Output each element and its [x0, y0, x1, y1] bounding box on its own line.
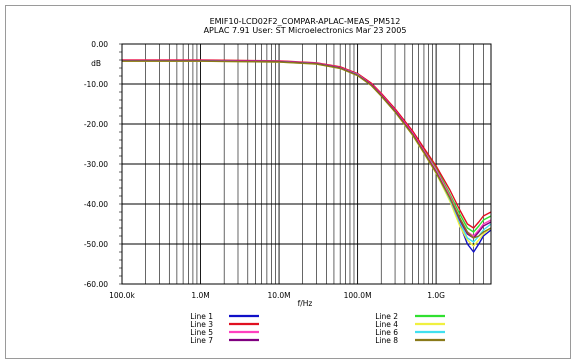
y-tick-label: -60.00 — [84, 280, 108, 289]
legend-label: Line 4 — [375, 320, 398, 329]
x-tick-label: 1.0G — [427, 291, 445, 300]
x-tick-label: 100.0M — [344, 291, 372, 300]
series-line-6 — [122, 60, 492, 243]
series-line-7 — [122, 60, 492, 239]
plot-area-border — [121, 43, 492, 285]
chart-subtitle: APLAC 7.91 User: ST Microelectronics Mar… — [204, 26, 407, 35]
legend-label: Line 8 — [375, 336, 398, 345]
series-line-1 — [122, 60, 492, 253]
legend-label: Line 1 — [190, 312, 213, 321]
x-tick-label: 1.0M — [191, 291, 209, 300]
y-tick-label: -10.00 — [84, 80, 108, 89]
series-line-2 — [122, 59, 492, 233]
legend-label: Line 5 — [190, 328, 213, 337]
grid — [121, 43, 492, 285]
y-tick-label: 0.00 — [91, 40, 108, 49]
legend-label: Line 7 — [190, 336, 213, 345]
x-tick-label: 100.0k — [109, 291, 135, 300]
axes: 0.00 -10.00 -20.00 -30.00 -40.00 -50.00 -60.00… — [84, 40, 445, 300]
legend-label: Line 2 — [375, 312, 398, 321]
x-axis-label: f/Hz — [298, 299, 313, 308]
y-tick-label: -40.00 — [84, 200, 108, 209]
series-line-5 — [122, 59, 492, 237]
y-tick-label: -30.00 — [84, 160, 108, 169]
series-line-8 — [122, 60, 492, 239]
legend-label: Line 3 — [190, 320, 213, 329]
y-tick-label: -50.00 — [84, 240, 108, 249]
y-tick-label: -20.00 — [84, 120, 108, 129]
y-axis-label: dB — [91, 59, 101, 68]
series-group — [122, 59, 492, 253]
chart-title: EMIF10-LCD02F2_COMPAR-APLAC-MEAS_PM512 — [210, 17, 401, 26]
legend-label: Line 6 — [375, 328, 398, 337]
series-line-4 — [122, 60, 492, 247]
series-line-3 — [122, 59, 492, 229]
chart-frame — [5, 5, 571, 359]
x-tick-label: 10.0M — [267, 291, 290, 300]
